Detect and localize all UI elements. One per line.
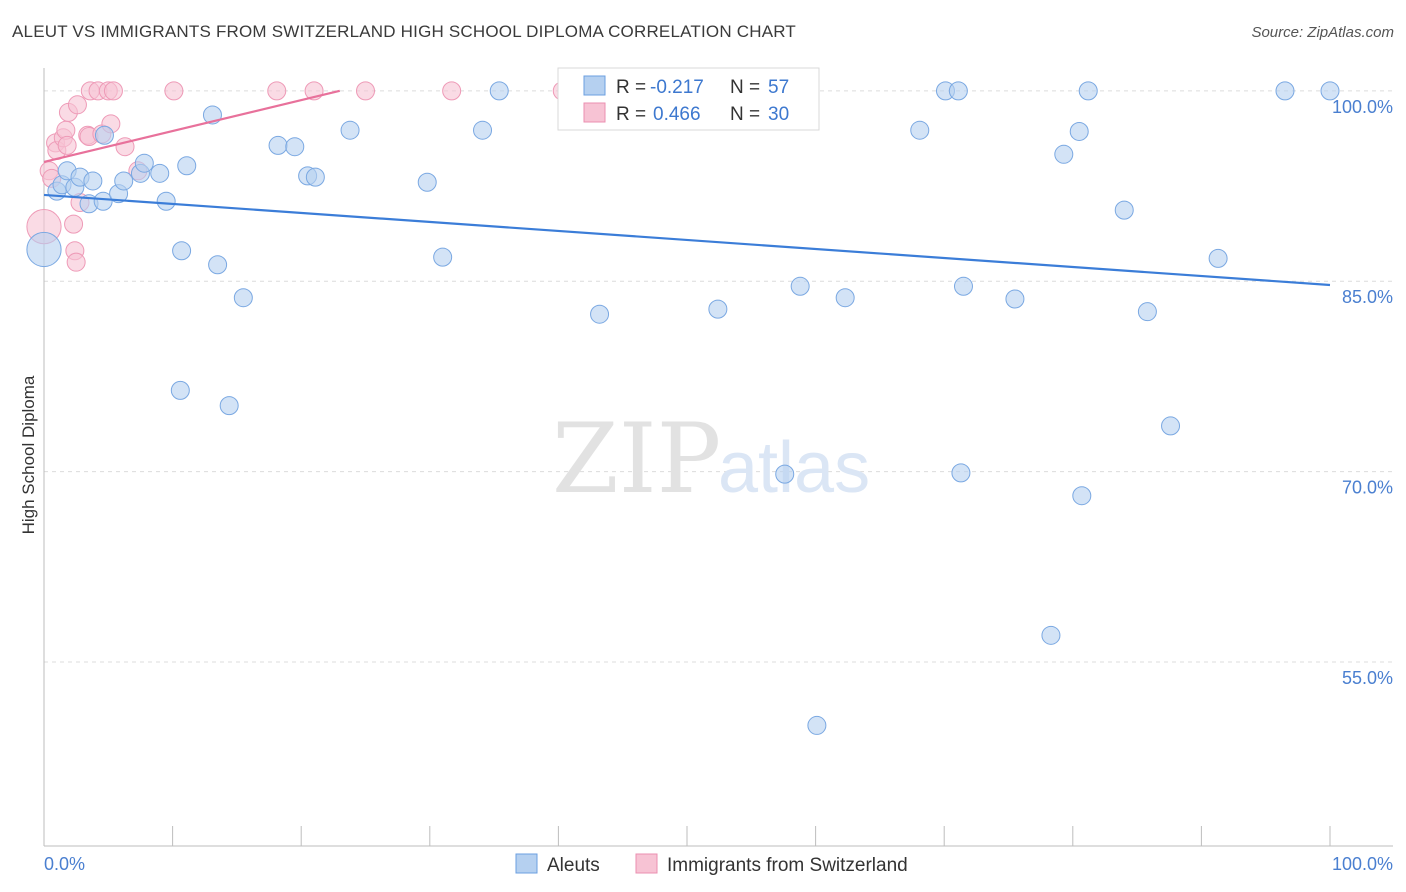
point-aleuts [1161, 416, 1181, 436]
point-swiss [267, 81, 287, 101]
watermark-zip: ZIP [552, 403, 721, 515]
legend-swatch-aleuts [583, 75, 606, 96]
point-aleuts [775, 464, 795, 484]
legend-n-label-1: N = [730, 77, 760, 98]
legend-n-value-2: 30 [768, 104, 789, 125]
y-tick-label: 100.0% [1332, 97, 1393, 117]
legend-r-label-2: R = [616, 104, 646, 125]
data-points [26, 81, 1340, 735]
y-tick-label: 55.0% [1342, 668, 1393, 688]
point-aleuts [26, 231, 62, 268]
point-aleuts [94, 125, 114, 145]
y-axis-title: High School Diploma [19, 375, 38, 534]
point-swiss [164, 81, 184, 101]
stats-legend: R = -0.217 N = 57 R = 0.466 N = 30 [557, 67, 820, 131]
point-aleuts [951, 463, 971, 483]
point-aleuts [1137, 302, 1157, 322]
point-aleuts [285, 137, 305, 157]
point-aleuts [417, 172, 437, 192]
point-aleuts [1078, 81, 1098, 101]
watermark-atlas: atlas [718, 428, 870, 508]
trend-line-aleuts [43, 193, 1331, 287]
trend-line-swiss [43, 89, 341, 163]
point-swiss [103, 81, 123, 101]
point-swiss [442, 81, 462, 101]
y-tick-labels: 100.0% 85.0% 70.0% 55.0% [1332, 97, 1393, 688]
point-aleuts [1072, 486, 1092, 506]
point-aleuts [708, 299, 728, 319]
point-aleuts [177, 156, 197, 176]
legend-n-label-2: N = [730, 104, 760, 125]
point-swiss [356, 81, 375, 101]
point-aleuts [1320, 81, 1340, 101]
series-legend: Aleuts Immigrants from Switzerland [515, 853, 908, 876]
bottom-legend-aleuts: Aleuts [547, 855, 600, 876]
point-aleuts [807, 715, 827, 735]
point-aleuts [1069, 121, 1089, 141]
point-aleuts [473, 120, 493, 140]
point-aleuts [268, 135, 288, 155]
chart-source: Source: ZipAtlas.com [1251, 24, 1394, 41]
legend-r-value-2: 0.466 [653, 104, 701, 125]
point-aleuts [172, 241, 192, 261]
point-aleuts [208, 255, 228, 275]
point-swiss [57, 135, 77, 155]
point-aleuts [305, 167, 325, 187]
x-tick-label-max: 100.0% [1332, 854, 1393, 874]
point-aleuts [1041, 625, 1061, 645]
point-aleuts [433, 247, 453, 267]
point-aleuts [1208, 248, 1228, 268]
bottom-legend-swiss: Immigrants from Switzerland [667, 855, 908, 876]
y-tick-label: 70.0% [1342, 478, 1393, 498]
bottom-swatch-aleuts [515, 853, 538, 874]
point-swiss [66, 252, 86, 272]
point-aleuts [1114, 200, 1134, 220]
point-aleuts [134, 153, 154, 173]
legend-swatch-swiss [583, 102, 606, 123]
point-aleuts [1275, 81, 1295, 101]
point-aleuts [835, 288, 855, 308]
chart-title: ALEUT VS IMMIGRANTS FROM SWITZERLAND HIG… [12, 22, 796, 41]
point-aleuts [233, 288, 253, 308]
point-aleuts [83, 171, 103, 191]
x-tick-label-min: 0.0% [44, 854, 85, 874]
legend-r-value-1: -0.217 [650, 77, 704, 98]
grid-lines [44, 90, 1393, 663]
point-aleuts [953, 276, 973, 296]
point-aleuts [150, 163, 170, 183]
point-aleuts [590, 304, 610, 324]
bottom-swatch-swiss [635, 853, 658, 874]
axes [43, 68, 1393, 847]
point-aleuts [1054, 144, 1074, 164]
point-aleuts [1005, 289, 1025, 309]
point-aleuts [489, 81, 509, 101]
point-aleuts [93, 191, 113, 211]
trend-lines [43, 89, 1331, 287]
point-aleuts [219, 396, 239, 416]
y-tick-label: 85.0% [1342, 287, 1393, 307]
point-aleuts [790, 276, 810, 296]
point-aleuts [156, 191, 176, 211]
point-swiss [67, 95, 87, 115]
legend-r-label-1: R = [616, 77, 646, 98]
point-aleuts [340, 120, 360, 140]
point-aleuts [170, 380, 190, 400]
point-aleuts [114, 171, 134, 191]
point-aleuts [948, 81, 968, 101]
legend-n-value-1: 57 [768, 77, 789, 98]
point-aleuts [910, 120, 930, 140]
point-swiss [64, 214, 84, 234]
